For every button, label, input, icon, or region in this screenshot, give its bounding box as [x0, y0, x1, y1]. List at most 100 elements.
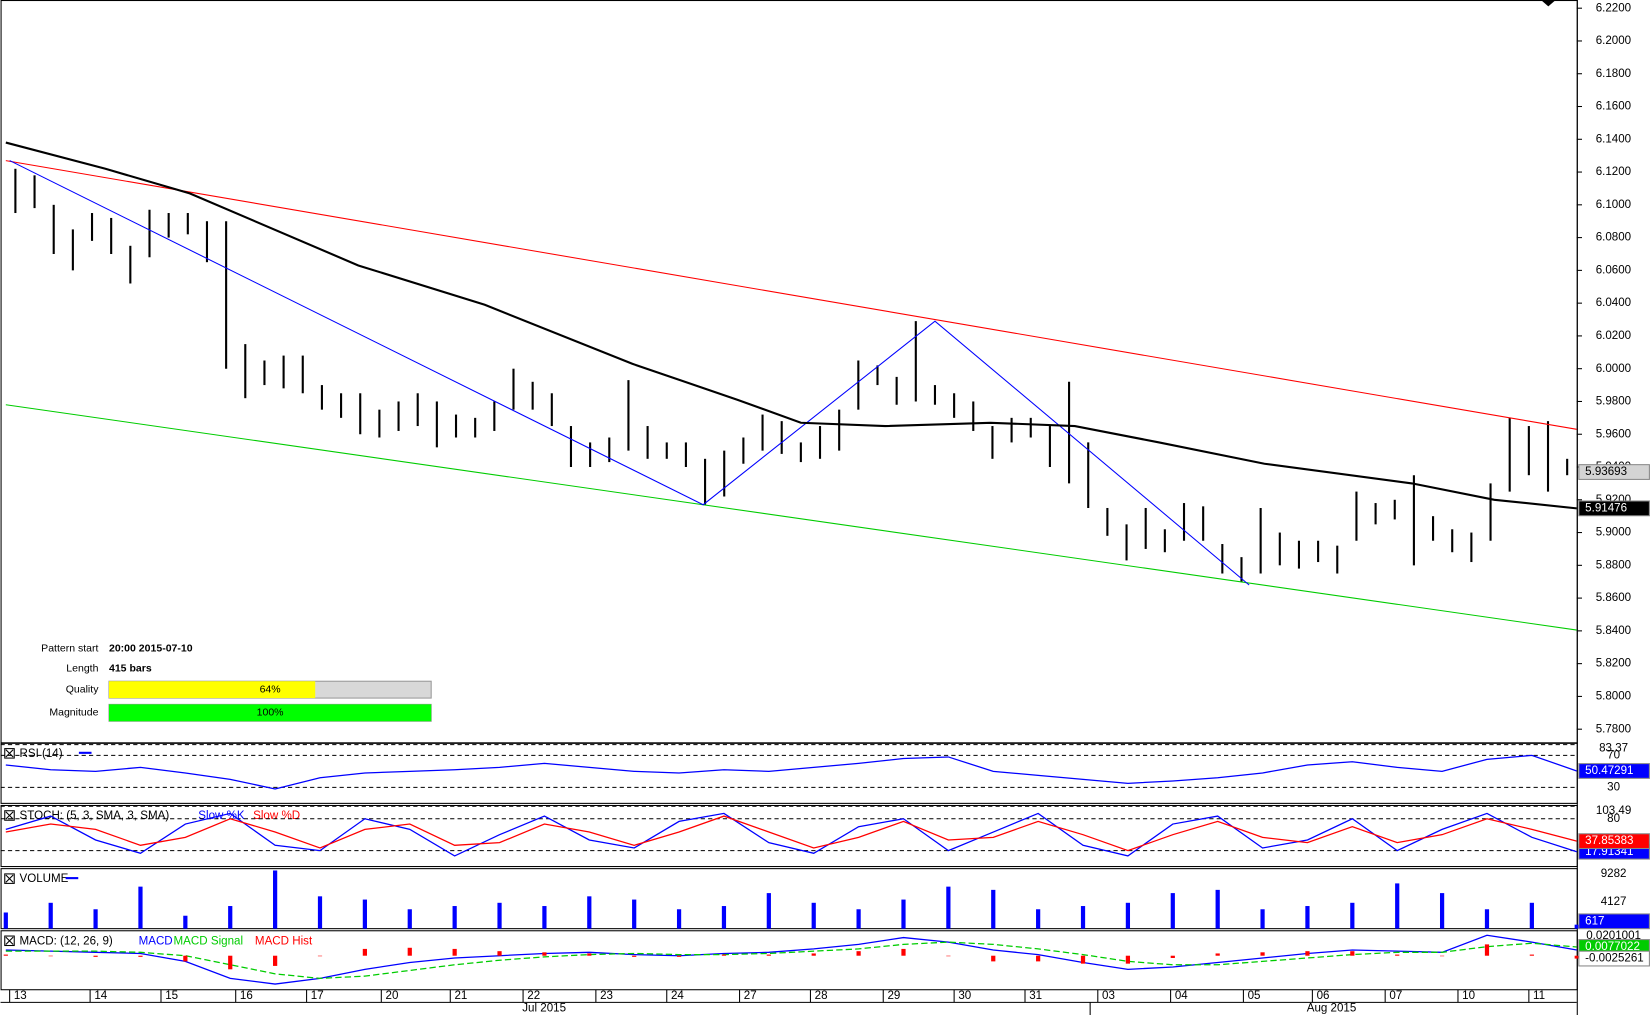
volume-bar: [1484, 909, 1490, 929]
hist-bar: [1439, 955, 1445, 957]
hist-bar: [93, 955, 98, 957]
hist-bar: [676, 955, 682, 957]
y-tick-label: 6.0600: [1596, 264, 1631, 276]
x-tick-label: 16: [240, 990, 253, 1002]
y-tick-label: 6.1200: [1596, 166, 1631, 178]
info-label: Magnitude: [49, 707, 98, 719]
hist-bar: [1529, 954, 1534, 956]
hist-bar: [1484, 944, 1490, 956]
volume-bar: [1305, 906, 1310, 929]
legend-entry: Slow %D: [253, 810, 300, 822]
hist-bar: [1305, 951, 1310, 956]
volume-bar: [407, 909, 412, 929]
hist-bar: [317, 955, 323, 957]
hist-bar: [1574, 955, 1579, 959]
volume-bar: [1080, 906, 1086, 929]
x-tick-label: 10: [1462, 990, 1475, 1002]
quality-bar: [108, 704, 432, 722]
hist-bar: [452, 948, 457, 956]
value-box: [1578, 464, 1650, 480]
value-box-label: 37.85383: [1585, 835, 1633, 847]
y-tick-label: 70: [1607, 749, 1620, 761]
volume-bar: [273, 870, 278, 929]
info-value: 415 bars: [109, 662, 152, 674]
y-tick-label: 103.49: [1596, 805, 1631, 817]
y-tick-label: 5.7800: [1596, 723, 1631, 735]
hist-bar: [1350, 951, 1355, 956]
volume-bar: [48, 902, 53, 929]
x-tick-label: 22: [527, 990, 540, 1002]
indicator-line: [5, 812, 1577, 857]
volume-bar: [3, 912, 8, 929]
info-label: Length: [66, 662, 98, 674]
hist-bar: [856, 951, 861, 956]
hist-bar: [946, 955, 951, 957]
volume-bar: [138, 886, 143, 929]
overlay-line: [5, 160, 1577, 430]
hist-bar: [1215, 953, 1220, 956]
volume-bar: [497, 902, 502, 929]
volume-bar: [452, 906, 457, 929]
value-box-label: 50.47291: [1585, 765, 1633, 777]
y-tick-label: 6.1000: [1596, 199, 1631, 211]
volume-bar: [1170, 893, 1175, 929]
hist-bar: [497, 951, 502, 956]
volume-bar: [587, 896, 592, 929]
hist-bar: [766, 954, 771, 956]
hist-bar: [991, 955, 996, 962]
y-tick-label: 5.8000: [1596, 690, 1631, 702]
hist-bar: [542, 952, 547, 956]
volume-bar: [1215, 889, 1220, 929]
indicator-panel: [0, 930, 1578, 991]
y-tick-label: 6.1600: [1596, 101, 1631, 113]
scroll-marker: [1540, 0, 1556, 7]
legend-entry: MACD: [139, 935, 173, 947]
hist-bar: [273, 955, 278, 966]
volume-bar: [362, 899, 367, 929]
panel-title: VOLUME: [20, 873, 69, 885]
volume-bar: [991, 889, 996, 929]
y-tick-label: 6.2200: [1596, 2, 1631, 14]
month-label: Jul 2015: [522, 1003, 566, 1015]
panel-title: RSI (14): [20, 748, 63, 760]
volume-bar: [901, 899, 906, 929]
info-label: Quality: [66, 683, 99, 695]
x-tick-label: 24: [671, 990, 684, 1002]
volume-bar: [1125, 902, 1131, 929]
volume-bar: [1529, 902, 1534, 929]
x-tick-label: 21: [454, 990, 467, 1002]
volume-bar: [1439, 893, 1445, 929]
panel-title: STOCH: (5, 3, SMA, 3, SMA): [20, 810, 170, 822]
y-tick-label: 6.1800: [1596, 68, 1631, 80]
indicator-line: [5, 934, 1577, 985]
indicator-panel: [0, 804, 1578, 868]
hist-bar: [1125, 955, 1131, 964]
hist-bar: [228, 955, 233, 970]
value-box: [1578, 833, 1650, 850]
y-tick-label: 5.9600: [1596, 428, 1631, 440]
volume-bar: [676, 909, 682, 929]
y-tick-label: 6.0400: [1596, 297, 1631, 309]
volume-bar: [317, 896, 323, 929]
x-tick-label: 07: [1389, 990, 1402, 1002]
indicator-line: [5, 815, 1577, 852]
y-tick-label: 5.9800: [1596, 396, 1631, 408]
x-tick-label: 11: [1533, 990, 1545, 1002]
y-tick-label: 9282: [1601, 868, 1627, 880]
volume-bar: [766, 893, 771, 929]
volume-bar: [1574, 924, 1579, 929]
hist-bar: [901, 948, 906, 956]
y-tick-label: 6.0200: [1596, 330, 1631, 342]
indicator-panel: [0, 742, 1578, 804]
volume-bar: [1395, 883, 1400, 929]
panel-toggle-x: [5, 811, 14, 820]
hist-bar: [1395, 954, 1400, 956]
hist-bar: [1260, 952, 1265, 956]
hist-bar: [3, 954, 8, 956]
y-tick-label: 6.0800: [1596, 232, 1631, 244]
volume-bar: [856, 909, 861, 929]
x-tick-label: 17: [311, 990, 324, 1002]
y-tick-label: 83.37: [1599, 743, 1628, 755]
hist-bar: [1170, 955, 1175, 958]
value-box: [1578, 950, 1650, 967]
